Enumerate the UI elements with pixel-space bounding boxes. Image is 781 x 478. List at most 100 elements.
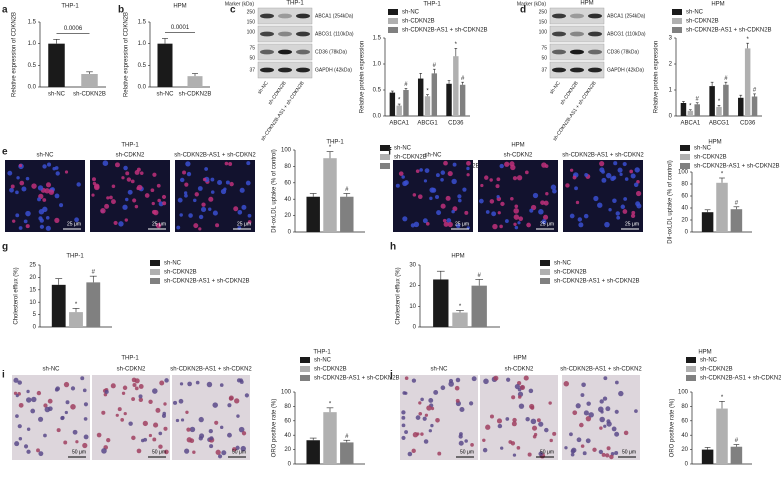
panel-letter: b: [118, 5, 124, 16]
cell: [197, 186, 203, 191]
cell: [413, 221, 420, 228]
cell: [633, 182, 639, 188]
cell: [527, 452, 532, 457]
significance-mark: #: [753, 87, 757, 93]
cell: [18, 402, 24, 408]
cell: [26, 427, 31, 431]
cell: [183, 191, 188, 195]
cell: [9, 187, 14, 193]
cell: [425, 221, 430, 226]
cell: [479, 198, 484, 204]
cell: [428, 398, 434, 403]
legend-label: sh-NC: [686, 10, 704, 16]
bar: [701, 212, 714, 232]
y-tick-label: 60: [681, 418, 688, 424]
bar: [453, 56, 459, 116]
micrograph-title: HPM: [513, 356, 526, 362]
cell: [429, 196, 433, 201]
legend-label: sh-NC: [314, 358, 332, 364]
cell: [102, 160, 109, 166]
cell: [45, 225, 51, 231]
cell: [158, 431, 163, 436]
cell: [457, 194, 462, 199]
cell: [531, 425, 538, 431]
y-tick-label: 0.0: [373, 114, 382, 120]
significance-mark: #: [696, 96, 700, 102]
cell: [401, 423, 406, 428]
cell: [208, 428, 213, 434]
legend-swatch: [672, 9, 682, 15]
cell: [634, 409, 638, 413]
cell: [615, 211, 620, 216]
cell: [424, 168, 430, 173]
cell: [241, 431, 247, 436]
cell: [420, 397, 424, 402]
cell: [18, 437, 23, 441]
y-tick-label: 60: [681, 194, 688, 200]
cell: [489, 178, 493, 182]
cell: [55, 171, 60, 176]
bar: [396, 105, 402, 116]
bar: [48, 43, 65, 87]
cell: [606, 446, 611, 451]
cell: [401, 415, 406, 420]
cell: [126, 177, 132, 182]
legend-swatch: [672, 18, 682, 24]
cell: [530, 405, 535, 410]
bar: [340, 442, 354, 464]
cell: [221, 450, 227, 456]
bar: [323, 412, 337, 464]
blot-band: [278, 67, 292, 73]
chart-title: THP-1: [326, 140, 344, 146]
cell: [482, 438, 486, 443]
cell: [492, 223, 498, 230]
marker-label: 150: [539, 19, 548, 25]
cell: [39, 224, 45, 229]
cell: [630, 213, 636, 219]
marker-label: 75: [249, 45, 255, 51]
micrograph-caption: sh-NC: [42, 367, 60, 373]
significance-mark: *: [455, 42, 458, 48]
cell: [131, 397, 136, 401]
cell: [585, 438, 591, 444]
cell: [419, 168, 423, 172]
panel-letter: c: [230, 5, 236, 16]
cell: [101, 410, 106, 415]
cell: [124, 218, 128, 222]
y-tick-label: 0.0: [138, 85, 147, 91]
cell: [451, 178, 457, 185]
cell: [572, 410, 578, 416]
cell: [485, 424, 491, 430]
y-tick-label: 80: [284, 404, 291, 410]
significance-mark: *: [329, 145, 332, 151]
cell: [511, 421, 517, 427]
cell: [70, 404, 76, 410]
micrograph-caption: sh-CDKN2: [504, 153, 533, 159]
cell: [629, 169, 634, 174]
cell: [198, 416, 204, 423]
x-tick-label: CD36: [448, 121, 464, 127]
blot-band: [588, 49, 602, 55]
x-tick-label: ABCG1: [417, 121, 438, 127]
cell: [220, 425, 224, 430]
cell: [525, 417, 530, 422]
marker-label: 75: [541, 45, 547, 51]
legend-label: sh-CDKN2B: [700, 367, 733, 373]
cell: [82, 388, 87, 393]
cell: [422, 416, 427, 421]
cell: [195, 380, 200, 385]
cell: [148, 399, 153, 404]
cell: [458, 440, 464, 446]
cell: [538, 421, 544, 427]
bar: [738, 97, 744, 116]
marker-label: 37: [541, 67, 547, 73]
cell: [110, 383, 116, 389]
cell: [185, 410, 189, 414]
cell: [634, 167, 640, 173]
cell: [602, 396, 608, 401]
bar: [730, 446, 743, 464]
significance-mark: *: [718, 99, 721, 105]
chart-title: HPM: [708, 140, 721, 146]
bar: [459, 84, 466, 116]
cell: [552, 431, 557, 436]
